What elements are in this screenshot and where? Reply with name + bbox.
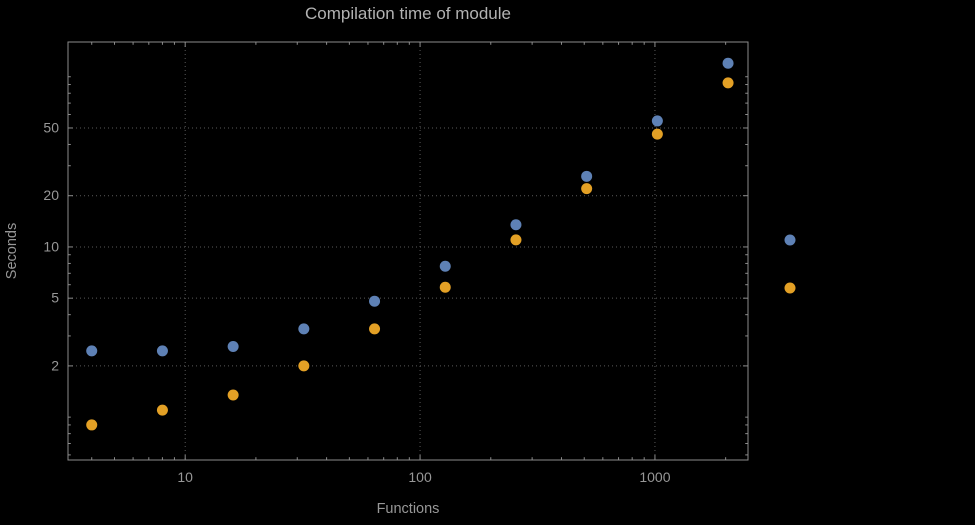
data-point-blue	[156, 345, 168, 357]
x-tick-label: 100	[408, 469, 432, 485]
data-point-orange	[651, 128, 663, 140]
data-point-blue	[369, 295, 381, 307]
y-tick-label: 2	[51, 357, 59, 373]
x-axis-label: Functions	[376, 501, 440, 517]
data-point-blue	[298, 323, 310, 335]
legend-marker-blue	[784, 234, 796, 246]
y-tick-label: 10	[43, 238, 59, 254]
data-point-orange	[227, 389, 239, 401]
data-point-blue	[651, 115, 663, 127]
data-point-orange	[298, 360, 310, 372]
data-point-blue	[227, 341, 239, 353]
data-point-blue	[510, 219, 522, 231]
data-point-orange	[86, 419, 98, 431]
data-point-orange	[581, 183, 593, 195]
data-point-orange	[369, 323, 381, 335]
y-tick-label: 20	[43, 187, 59, 203]
y-tick-label: 50	[43, 119, 59, 135]
x-tick-label: 10	[177, 469, 193, 485]
data-point-orange	[439, 281, 451, 293]
data-point-orange	[510, 234, 522, 246]
data-point-blue	[581, 170, 593, 182]
data-point-blue	[86, 345, 98, 357]
legend-marker-orange	[784, 282, 796, 294]
plot-frame	[67, 41, 749, 461]
chart-title: Compilation time of module	[305, 4, 511, 23]
x-tick-label: 1000	[639, 469, 670, 485]
data-point-blue	[439, 260, 451, 272]
data-point-orange	[156, 404, 168, 416]
data-point-orange	[722, 77, 734, 89]
data-point-blue	[722, 57, 734, 69]
y-tick-label: 5	[51, 290, 59, 306]
